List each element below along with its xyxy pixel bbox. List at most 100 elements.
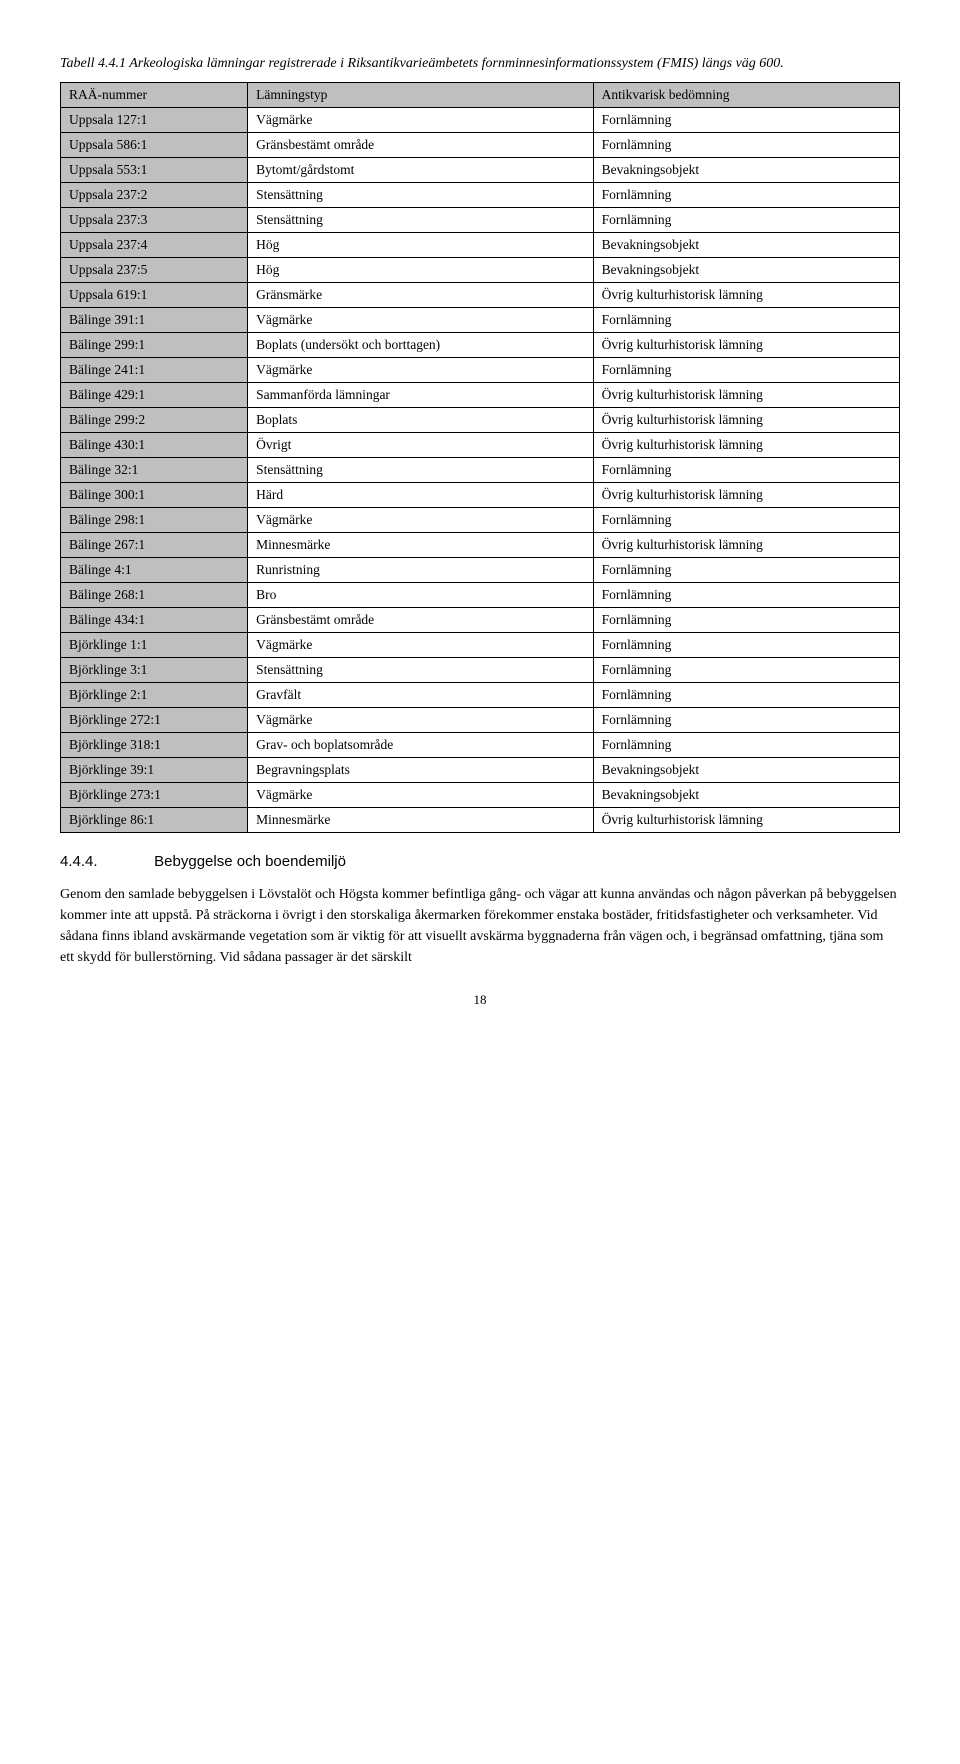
table-cell: Bälinge 300:1 [61,482,248,507]
table-cell: Stensättning [248,657,594,682]
table-row: Bälinge 241:1VägmärkeFornlämning [61,357,900,382]
table-cell: Hög [248,257,594,282]
table-cell: Fornlämning [593,357,899,382]
table-cell: Bälinge 391:1 [61,307,248,332]
table-row: Björklinge 272:1VägmärkeFornlämning [61,707,900,732]
table-cell: Minnesmärke [248,532,594,557]
table-cell: Bälinge 434:1 [61,607,248,632]
table-cell: Bevakningsobjekt [593,232,899,257]
table-row: Bälinge 429:1Sammanförda lämningarÖvrig … [61,382,900,407]
table-cell: Vägmärke [248,707,594,732]
table-cell: Björklinge 273:1 [61,782,248,807]
table-cell: Björklinge 272:1 [61,707,248,732]
table-cell: Minnesmärke [248,807,594,832]
table-cell: Gränsbestämt område [248,607,594,632]
table-cell: Begravningsplats [248,757,594,782]
table-row: Uppsala 127:1VägmärkeFornlämning [61,107,900,132]
table-cell: Bälinge 267:1 [61,532,248,557]
table-cell: Bälinge 429:1 [61,382,248,407]
table-row: Bälinge 32:1StensättningFornlämning [61,457,900,482]
table-cell: Övrig kulturhistorisk lämning [593,282,899,307]
table-cell: Fornlämning [593,607,899,632]
table-row: Uppsala 586:1Gränsbestämt områdeFornlämn… [61,132,900,157]
table-row: Björklinge 2:1GravfältFornlämning [61,682,900,707]
table-cell: Gravfält [248,682,594,707]
table-row: Bälinge 4:1RunristningFornlämning [61,557,900,582]
table-cell: Vägmärke [248,507,594,532]
table-row: Uppsala 619:1GränsmärkeÖvrig kulturhisto… [61,282,900,307]
table-cell: Uppsala 237:5 [61,257,248,282]
table-cell: Uppsala 237:4 [61,232,248,257]
archaeology-table: RAÄ-nummer Lämningstyp Antikvarisk bedöm… [60,82,900,833]
table-cell: Grav- och boplatsområde [248,732,594,757]
table-row: Bälinge 391:1VägmärkeFornlämning [61,307,900,332]
section-heading: 4.4.4. Bebyggelse och boendemiljö [60,853,900,870]
table-cell: Björklinge 1:1 [61,632,248,657]
table-cell: Fornlämning [593,732,899,757]
col-header-assessment: Antikvarisk bedömning [593,82,899,107]
table-cell: Bälinge 4:1 [61,557,248,582]
table-cell: Fornlämning [593,632,899,657]
table-cell: Övrig kulturhistorisk lämning [593,532,899,557]
table-cell: Övrig kulturhistorisk lämning [593,807,899,832]
table-row: Uppsala 237:2StensättningFornlämning [61,182,900,207]
table-cell: Övrig kulturhistorisk lämning [593,482,899,507]
table-cell: Stensättning [248,457,594,482]
table-cell: Fornlämning [593,557,899,582]
table-cell: Boplats (undersökt och borttagen) [248,332,594,357]
table-cell: Hög [248,232,594,257]
table-cell: Vägmärke [248,107,594,132]
section-title: Bebyggelse och boendemiljö [154,853,346,870]
table-row: Bälinge 434:1Gränsbestämt områdeFornlämn… [61,607,900,632]
table-cell: Fornlämning [593,507,899,532]
table-cell: Björklinge 318:1 [61,732,248,757]
table-cell: Bälinge 268:1 [61,582,248,607]
table-row: Björklinge 86:1MinnesmärkeÖvrig kulturhi… [61,807,900,832]
table-row: Björklinge 39:1BegravningsplatsBevakning… [61,757,900,782]
table-cell: Fornlämning [593,457,899,482]
table-cell: Vägmärke [248,307,594,332]
table-cell: Björklinge 2:1 [61,682,248,707]
table-cell: Boplats [248,407,594,432]
table-cell: Bro [248,582,594,607]
table-row: Björklinge 318:1Grav- och boplatsområdeF… [61,732,900,757]
table-cell: Runristning [248,557,594,582]
table-cell: Uppsala 553:1 [61,157,248,182]
table-cell: Bälinge 298:1 [61,507,248,532]
table-cell: Stensättning [248,207,594,232]
table-cell: Bälinge 299:2 [61,407,248,432]
table-cell: Fornlämning [593,307,899,332]
table-row: Björklinge 1:1VägmärkeFornlämning [61,632,900,657]
page-number: 18 [60,992,900,1008]
table-cell: Bevakningsobjekt [593,157,899,182]
table-row: Bälinge 300:1HärdÖvrig kulturhistorisk l… [61,482,900,507]
table-row: Uppsala 237:5HögBevakningsobjekt [61,257,900,282]
table-cell: Bevakningsobjekt [593,257,899,282]
table-cell: Fornlämning [593,207,899,232]
table-cell: Stensättning [248,182,594,207]
table-cell: Uppsala 237:3 [61,207,248,232]
table-cell: Gränsmärke [248,282,594,307]
table-row: Björklinge 273:1VägmärkeBevakningsobjekt [61,782,900,807]
table-cell: Bevakningsobjekt [593,757,899,782]
table-row: Bälinge 430:1ÖvrigtÖvrig kulturhistorisk… [61,432,900,457]
table-row: Bälinge 299:1Boplats (undersökt och bort… [61,332,900,357]
table-cell: Vägmärke [248,782,594,807]
table-row: Björklinge 3:1StensättningFornlämning [61,657,900,682]
table-cell: Björklinge 3:1 [61,657,248,682]
col-header-type: Lämningstyp [248,82,594,107]
table-row: Uppsala 237:4HögBevakningsobjekt [61,232,900,257]
table-cell: Fornlämning [593,107,899,132]
table-row: Bälinge 267:1MinnesmärkeÖvrig kulturhist… [61,532,900,557]
table-cell: Uppsala 586:1 [61,132,248,157]
table-cell: Uppsala 127:1 [61,107,248,132]
table-cell: Vägmärke [248,632,594,657]
table-cell: Fornlämning [593,582,899,607]
table-cell: Fornlämning [593,682,899,707]
body-paragraph: Genom den samlade bebyggelsen i Lövstalö… [60,884,900,968]
table-cell: Gränsbestämt område [248,132,594,157]
table-cell: Uppsala 619:1 [61,282,248,307]
table-cell: Sammanförda lämningar [248,382,594,407]
table-cell: Fornlämning [593,182,899,207]
table-cell: Fornlämning [593,132,899,157]
